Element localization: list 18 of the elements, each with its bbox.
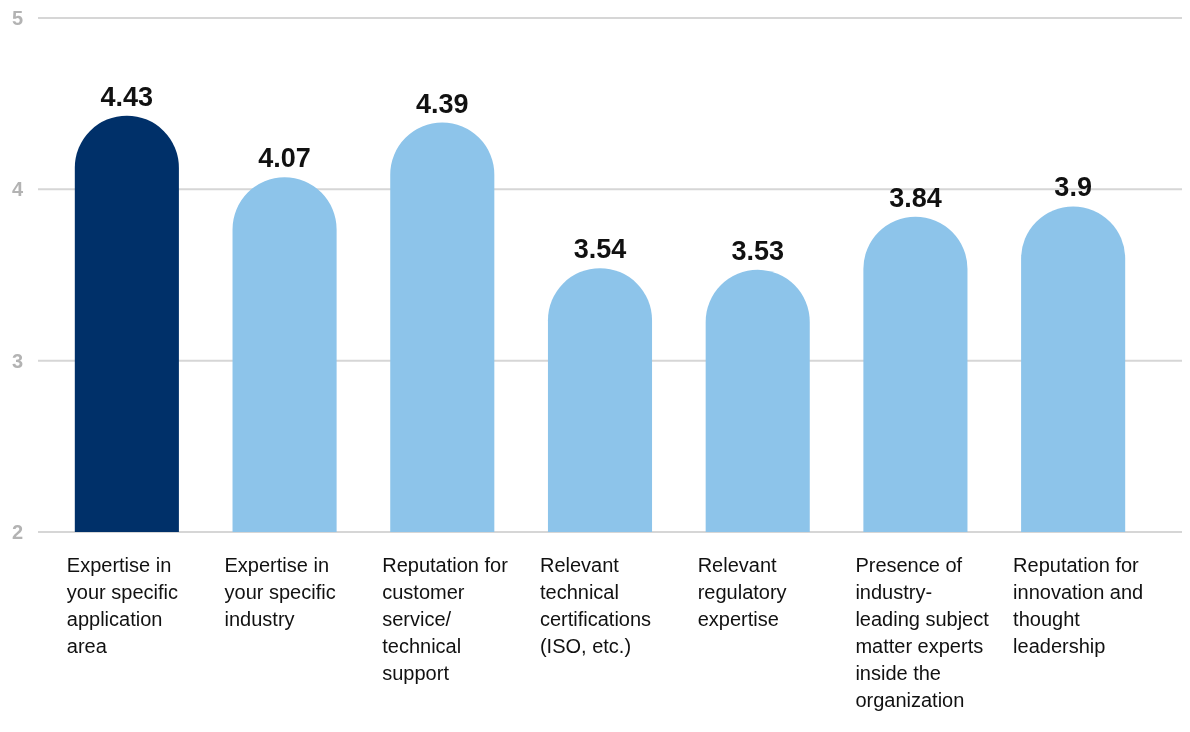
x-tick-label: Expertise in your specific application area: [66, 554, 178, 657]
y-tick-label: 5: [12, 7, 24, 29]
y-tick-label: 3: [12, 349, 24, 372]
x-tick-label: Reputation for customer service/ technical support: [382, 554, 509, 684]
x-tick-label: Relevant technical certifications (ISO, etc.): [539, 554, 652, 657]
data-label: 4.39: [416, 88, 469, 119]
data-label: 4.07: [258, 143, 311, 174]
data-label: 3.53: [731, 235, 784, 266]
data-label: 3.9: [1054, 172, 1092, 203]
data-label: 3.84: [889, 182, 942, 213]
x-tick-label: Presence of industry-leading subject matter experts inside the organization: [855, 554, 990, 711]
x-tick-label: Relevant regulatory expertise: [697, 554, 787, 630]
data-label: 3.54: [573, 234, 627, 265]
x-tick-label: Reputation for innovation and thought leadership: [1013, 554, 1144, 657]
y-tick-label: 2: [12, 521, 24, 543]
y-tick-label: 4: [12, 178, 24, 201]
x-tick-label: Expertise in your specific industry: [224, 554, 336, 630]
data-label: 4.43: [100, 81, 154, 112]
